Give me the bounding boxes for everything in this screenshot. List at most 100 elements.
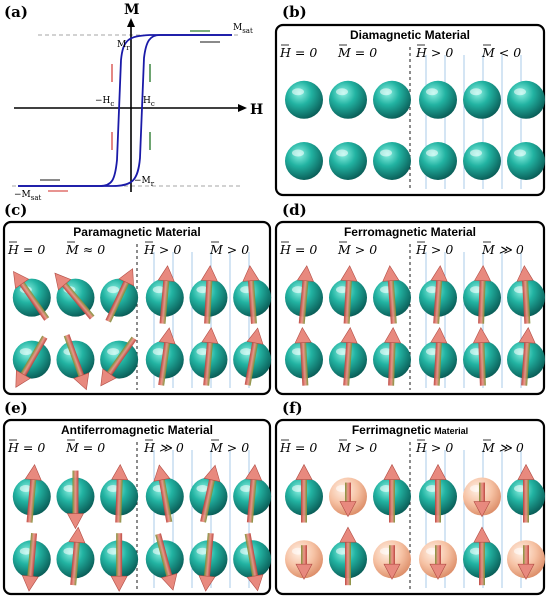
sphere-highlight [514,348,526,356]
sphere-highlight [514,88,526,96]
spin-arrow-icon [66,470,84,530]
sphere-highlight [19,348,32,356]
sphere-highlight [107,286,120,294]
sphere-highlight [107,348,120,356]
condition-label: M > 0 [337,440,377,455]
panel-label: (d) [282,201,307,219]
spin-arrow-icon [296,265,314,324]
sphere-highlight [336,149,348,157]
mr-label: Mr [117,40,130,52]
spin-arrow-icon [110,533,128,592]
m-axis-arrowhead [127,18,135,27]
sphere-highlight [63,547,76,555]
atom-sphere [507,80,545,119]
condition-label: H = 0 [7,440,45,455]
atom-sphere [329,80,367,119]
condition-label: H > 0 [415,45,453,60]
condition-label: H = 0 [279,440,317,455]
m-axis-label: M [124,2,140,18]
sphere-highlight [470,286,482,294]
spin-arrow-icon [54,272,95,320]
atom-sphere [373,80,411,119]
atom-sphere [329,142,367,180]
spin-arrow-icon [429,463,447,523]
panel-a-label: (a) [4,3,28,21]
panel-1: (b) Diamagnetic Material H = 0 M = 0 H > 0 M … [274,3,546,197]
neg-hc-label: −Hc [95,96,114,108]
sphere-highlight [292,88,304,96]
condition-label: M = 0 [65,440,105,455]
spin-arrow-icon [430,327,448,386]
spin-arrow-icon [339,482,357,518]
panel-3: (d) Ferromagnetic Material H = 0 M > 0 H > 0… [274,201,546,396]
condition-label: H > 0 [143,242,181,257]
condition-label: M > 0 [209,440,249,455]
spin-arrow-icon [295,463,313,523]
panel-label: (e) [4,399,28,417]
spin-arrow-icon [430,265,448,324]
sphere-highlight [336,286,348,294]
condition-label: M > 0 [337,242,377,257]
sphere-highlight [196,485,209,493]
panel-4: (e) Antiferromagnetic Material H = 0 M = 0 H… [2,399,272,596]
spin-arrow-icon [383,545,401,580]
panel-title: Ferrimagnetic Material [352,423,468,437]
atom-sphere [419,80,457,119]
spin-arrow-icon [244,327,264,386]
h-axis-arrowhead [238,104,247,112]
condition-label: M ≈ 0 [65,242,105,257]
sphere-highlight [380,88,392,96]
atom-sphere [285,80,323,119]
atom-sphere [507,142,545,180]
panel-title: Diamagnetic Material [350,28,470,42]
sphere-highlight [107,485,120,493]
spin-arrow-icon [242,265,260,324]
spin-arrow-icon [13,270,50,321]
sphere-highlight [380,348,392,356]
spin-arrow-icon [153,464,173,523]
spin-arrow-icon [517,463,535,523]
sphere-highlight [152,286,165,294]
spin-arrow-icon [340,265,358,324]
sphere-highlight [514,149,526,157]
sphere-highlight [426,286,438,294]
spin-arrow-icon [383,463,401,523]
panel-a-hysteresis: (a) M H Msat Mr −Hc Hc −Mr −Msat [4,2,263,202]
spin-arrow-icon [517,545,535,580]
spin-arrow-icon [201,327,219,386]
condition-label: M = 0 [337,45,377,60]
spin-arrow-icon [472,326,490,386]
spin-arrow-icon [158,327,176,386]
panel-title: Antiferromagnetic Material [61,423,213,437]
spin-arrow-icon [198,533,216,592]
sphere-highlight [240,485,253,493]
loop-upper-branch [18,34,232,187]
spin-arrow-icon [339,526,357,586]
atom-sphere [373,142,411,180]
neg-msat-label: −Msat [14,190,42,202]
msat-label: Msat [233,23,253,35]
condition-label: H = 0 [7,242,45,257]
sphere-highlight [426,149,438,157]
spin-arrow-icon [473,526,491,586]
condition-label: M ≫ 0 [481,242,524,257]
hc-label: Hc [143,96,155,108]
spin-arrow-icon [24,464,42,523]
atom-sphere [285,142,323,180]
atom-sphere [419,142,457,180]
spin-arrow-icon [245,464,263,523]
panel-title: Ferromagnetic Material [344,225,476,239]
panel-title: Paramagnetic Material [73,225,200,239]
condition-label: H > 0 [415,440,453,455]
condition-label: M < 0 [481,45,521,60]
h-axis-label: H [250,102,263,118]
panel-label: (c) [4,201,27,219]
condition-label: M ≫ 0 [481,440,524,455]
spin-arrow-icon [200,464,221,523]
panel-2: (c) Paramagnetic Material H = 0 M ≈ 0 H > 0 M… [2,201,272,396]
sphere-highlight [292,149,304,157]
spin-arrow-icon [340,327,358,386]
spin-arrow-icon [244,533,264,592]
spin-arrow-icon [63,334,90,391]
